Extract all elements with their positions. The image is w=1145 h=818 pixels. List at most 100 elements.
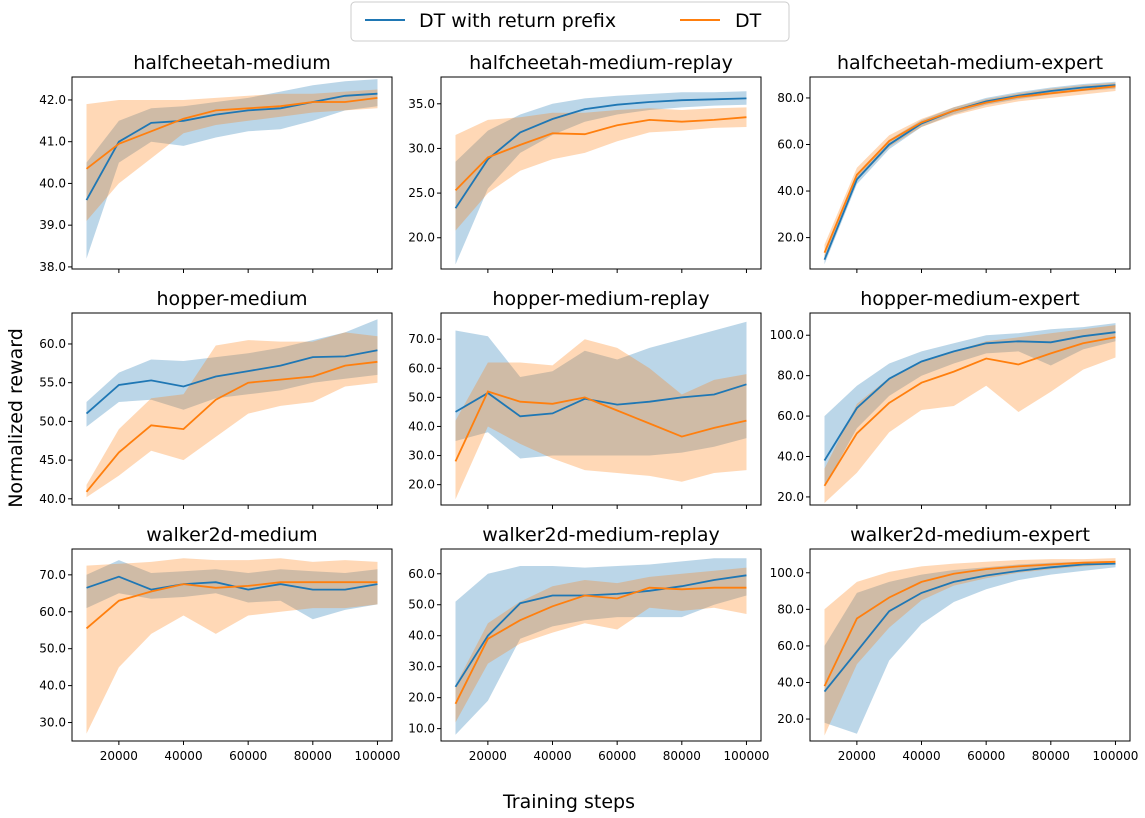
y-tick-label: 40.0: [777, 184, 804, 198]
y-tick-label: 20.0: [777, 231, 804, 245]
subplots: halfcheetah-medium38.039.040.041.042.0ha…: [39, 52, 1138, 763]
y-tick-label: 40.0: [408, 629, 435, 643]
subplot-title: halfcheetah-medium-expert: [837, 52, 1103, 74]
band-dt: [824, 558, 1116, 736]
y-tick-label: 41.0: [39, 135, 66, 149]
series-line-dt: [85, 581, 378, 630]
band-prefix: [86, 560, 378, 620]
y-tick-label: 40.0: [39, 176, 66, 190]
y-tick-label: 80.0: [777, 369, 804, 383]
subplot-title: walker2d-medium-replay: [482, 524, 720, 546]
subplot-walker2d-medium-replay: walker2d-medium-replay 10.0 20.0 30.0 40.0 50…: [408, 524, 769, 763]
y-tick-label: 30.0: [408, 141, 435, 155]
band-dt: [824, 325, 1116, 503]
series-line-dt: [454, 116, 747, 192]
series-line-prefix: [86, 575, 378, 591]
x-tick-label: 60000: [967, 749, 1005, 763]
y-tick-label: 60.0: [39, 605, 66, 619]
band-prefix: [455, 321, 747, 459]
subplot-halfcheetah-medium-expert: halfcheetah-medium-expert 20.0 40.0 60.0 80.…: [777, 52, 1131, 273]
subplot-title: hopper-medium: [156, 288, 307, 310]
series-line-prefix: [454, 97, 747, 209]
subplot-halfcheetah-medium-replay: halfcheetah-medium-replay 20.0 25.0 30.0 35.…: [408, 52, 762, 273]
axes-frame: [71, 312, 393, 506]
x-tick-label: 60000: [598, 749, 636, 763]
series-line-dt: [823, 85, 1116, 254]
y-tick-label: 100.0: [770, 566, 804, 580]
y-tick-label: 35.0: [408, 97, 435, 111]
series-line-prefix: [85, 92, 378, 201]
y-tick-label: 60.0: [777, 409, 804, 423]
x-tick-label: 80000: [294, 749, 332, 763]
subplot-halfcheetah-medium: halfcheetah-medium 38.0 39.0 40.0 41.0 42.0: [39, 52, 393, 274]
y-tick-label: 20.0: [408, 691, 435, 705]
y-tick-label: 60.0: [408, 567, 435, 581]
band-prefix: [455, 91, 747, 265]
x-tick-label: 40000: [902, 749, 940, 763]
y-tick-label: 40.0: [777, 449, 804, 463]
y-tick-label: 40.0: [39, 679, 66, 693]
x-tick-label: 100000: [724, 749, 770, 763]
series-line-dt: [823, 560, 1116, 687]
subplot-title: walker2d-medium: [146, 524, 317, 546]
series-line-prefix: [455, 383, 747, 418]
y-tick-label: 45.0: [39, 453, 66, 467]
y-tick-label: 60.0: [777, 137, 804, 151]
x-tick-label: 100000: [355, 749, 401, 763]
y-tick-label: 50.0: [408, 598, 435, 612]
axes-frame: [71, 548, 393, 742]
x-tick-label: 20000: [469, 749, 507, 763]
legend-frame: [350, 1, 790, 42]
y-tick-label: 42.0: [39, 93, 66, 107]
y-tick-label: 70.0: [39, 568, 66, 582]
y-tick-label: 20.0: [408, 231, 435, 245]
y-tick-label: 70.0: [408, 332, 435, 346]
band-prefix: [86, 79, 378, 259]
subplot-title: halfcheetah-medium-replay: [469, 52, 733, 74]
band-prefix: [824, 323, 1116, 487]
y-tick-label: 50.0: [408, 390, 435, 404]
y-tick-label: 55.0: [39, 376, 66, 390]
series-line-dt: [85, 360, 378, 493]
y-tick-label: 100.0: [770, 328, 804, 342]
subplot-title: walker2d-medium-expert: [850, 524, 1090, 546]
x-tick-label: 80000: [1032, 749, 1070, 763]
figure-xlabel: Training steps: [502, 791, 635, 813]
y-tick-label: 60.0: [408, 361, 435, 375]
series-line-dt: [823, 336, 1116, 487]
y-tick-label: 20.0: [777, 490, 804, 504]
y-tick-label: 25.0: [408, 186, 435, 200]
y-tick-label: 50.0: [39, 642, 66, 656]
axes-frame: [71, 76, 393, 270]
legend: DT with return prefix DT: [350, 1, 790, 42]
axes-frame: [809, 312, 1131, 506]
band-dt: [455, 107, 747, 231]
band-dt: [86, 332, 378, 498]
x-tick-label: 60000: [229, 749, 267, 763]
y-tick-label: 80.0: [777, 91, 804, 105]
y-tick-label: 40.0: [777, 675, 804, 689]
series-line-dt: [85, 97, 378, 170]
x-tick-label: 100000: [1093, 749, 1139, 763]
x-tick-label: 80000: [663, 749, 701, 763]
y-tick-label: 30.0: [408, 660, 435, 674]
y-tick-label: 10.0: [408, 722, 435, 736]
band-prefix: [455, 558, 747, 735]
series-line-prefix: [454, 574, 747, 688]
axes-frame: [809, 76, 1131, 270]
axes-frame: [809, 548, 1131, 742]
axes-frame: [440, 548, 762, 742]
y-tick-label: 50.0: [39, 414, 66, 428]
legend-label-dt: DT: [735, 10, 762, 32]
legend-label-prefix: DT with return prefix: [419, 10, 616, 32]
subplot-hopper-medium: hopper-medium 40.0 45.0 50.0 55.0 60.0: [39, 288, 393, 509]
subplot-hopper-medium-expert: hopper-medium-expert 20.0 40.0 60.0 80.0 100.…: [770, 288, 1131, 509]
series-line-prefix: [823, 562, 1116, 693]
subplot-walker2d-medium-expert: walker2d-medium-expert 20.0 40.0 60.0 80.0 10…: [770, 524, 1139, 763]
x-tick-label: 20000: [100, 749, 138, 763]
y-tick-label: 30.0: [39, 716, 66, 730]
y-tick-label: 38.0: [39, 260, 66, 274]
band-dt: [86, 558, 378, 734]
y-tick-label: 40.0: [39, 492, 66, 506]
y-tick-label: 40.0: [408, 419, 435, 433]
